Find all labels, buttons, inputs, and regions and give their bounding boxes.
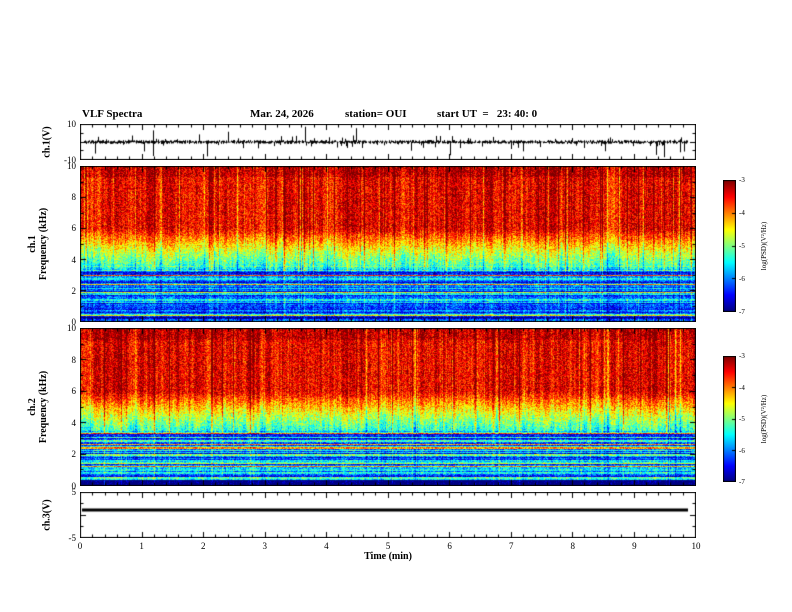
- time-axis-label: Time (min): [364, 551, 412, 562]
- colorbar-tick-label: -6: [739, 446, 745, 455]
- freq-y-tick-label: 2: [71, 285, 77, 296]
- ch1-spectrogram-panel: [80, 166, 696, 322]
- header-date: Mar. 24, 2026: [250, 108, 314, 120]
- time-x-tick-label: 9: [632, 541, 637, 551]
- header-start-ut: start UT = 23: 40: 0: [437, 108, 538, 120]
- freq-y-tick-label: 2: [71, 449, 77, 460]
- time-x-tick-label: 6: [447, 541, 452, 551]
- ch3-voltage-y-tick-label: -5: [68, 533, 77, 543]
- ch1-voltage-axis-label: ch.1(V): [41, 126, 53, 158]
- colorbar-tick-label: -7: [739, 478, 745, 486]
- time-x-tick-label: 5: [385, 541, 391, 551]
- ch3-voltage-y-tick-label: 5: [71, 487, 77, 497]
- time-x-tick-label: 3: [262, 541, 268, 551]
- freq-y-tick-label: 4: [71, 254, 77, 265]
- ch2-axis-label-frequency: Frequency (kHz): [38, 370, 49, 444]
- freq-y-tick-label: 0: [71, 317, 77, 327]
- ch1-colorbar: [723, 180, 736, 312]
- freq-y-tick-label: 8: [71, 354, 77, 365]
- figure-title: VLF Spectra: [82, 108, 143, 120]
- colorbar-tick-label: -6: [739, 275, 745, 283]
- time-x-tick-label: 1: [139, 541, 144, 551]
- freq-y-tick-label: 10: [67, 161, 76, 171]
- freq-y-tick-label: 6: [71, 386, 77, 397]
- time-x-tick-label: 8: [570, 541, 576, 551]
- ch3-voltage-axis-label: ch.3(V): [41, 499, 53, 531]
- ch2-axis-label-channel: ch.2: [27, 398, 38, 416]
- time-x-tick-label: 0: [77, 541, 83, 551]
- ch1-colorbar-label: log(PSD)(V²/Hz): [760, 221, 768, 271]
- colorbar-tick-label: -3: [739, 176, 745, 184]
- colorbar-tick-label: -4: [739, 209, 745, 217]
- colorbar-tick-label: -3: [739, 352, 745, 360]
- ch2-spectrogram-panel: [80, 328, 696, 486]
- freq-y-tick-label: 6: [71, 223, 77, 234]
- ch1-axis-label-channel: ch.1: [27, 235, 38, 253]
- freq-y-tick-label: 8: [71, 192, 77, 203]
- colorbar-tick-label: -4: [739, 383, 745, 392]
- ch1-voltage-y-tick-label: 10: [67, 119, 76, 129]
- freq-y-tick-label: 10: [67, 323, 76, 333]
- ch2-colorbar-label: log(PSD)(V²/Hz): [760, 394, 768, 444]
- ch1-axis-label-frequency: Frequency (kHz): [38, 207, 49, 281]
- ch2-frequency-axis-label: ch.2 Frequency (kHz): [27, 371, 49, 443]
- colorbar-tick-label: -5: [739, 415, 745, 423]
- time-x-tick-label: 10: [691, 541, 701, 551]
- freq-y-tick-label: 0: [71, 481, 77, 491]
- freq-y-tick-label: 4: [71, 417, 77, 428]
- colorbar-tick-label: -7: [739, 308, 745, 316]
- header-station: station= OUI: [345, 108, 407, 120]
- ch1-frequency-axis-label: ch.1 Frequency (kHz): [27, 208, 49, 280]
- ch2-colorbar: [723, 356, 736, 482]
- ch1-waveform-panel: [80, 124, 696, 160]
- ch1-voltage-y-tick-label: -10: [64, 155, 76, 165]
- colorbar-tick-label: -5: [739, 242, 745, 250]
- time-x-tick-label: 2: [200, 541, 206, 551]
- ch3-waveform-panel: [80, 492, 696, 538]
- time-x-tick-label: 7: [508, 541, 514, 551]
- time-x-tick-label: 4: [324, 541, 329, 551]
